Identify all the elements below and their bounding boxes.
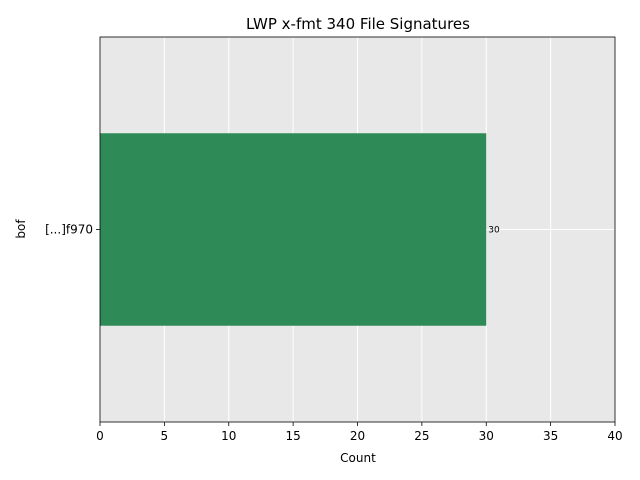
y-axis: [...]f970 [45,36,616,423]
bar-value-label: 30 [488,226,500,236]
y-axis-label: bof [14,219,28,239]
x-tick-label: 30 [479,429,494,443]
plot-frame [99,36,616,423]
x-tick-label: 35 [543,429,558,443]
x-tick-label: 20 [350,429,365,443]
x-axis: 0 5 10 15 20 25 30 35 40 [96,422,623,443]
x-tick-label: 25 [414,429,429,443]
x-axis-label: Count [340,451,376,465]
y-tick-label: [...]f970 [45,223,93,237]
x-tick-label: 15 [285,429,300,443]
x-tick-label: 5 [161,429,169,443]
x-tick-label: 10 [221,429,236,443]
bars: 30 [100,133,500,326]
x-tick-label: 0 [96,429,104,443]
x-tick-label: 40 [607,429,622,443]
bar [100,133,487,326]
chart-title: LWP x-fmt 340 File Signatures [246,15,470,33]
